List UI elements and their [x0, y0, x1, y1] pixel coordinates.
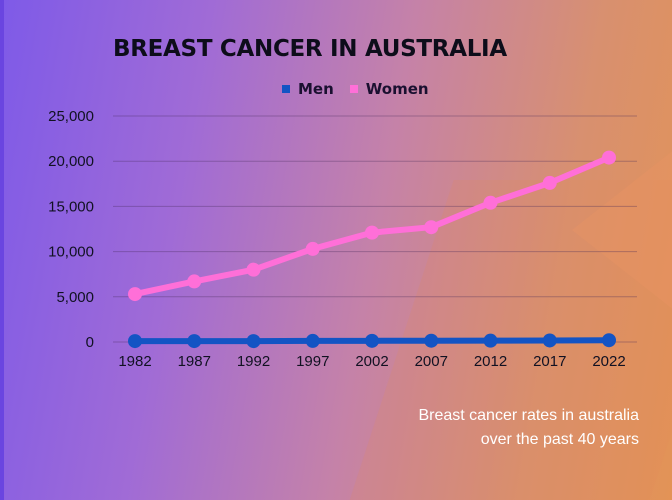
x-tick-label: 2022 [592, 353, 625, 370]
chart-legend: Men Women [282, 80, 429, 98]
x-tick-label: 1982 [118, 353, 151, 370]
legend-label-men: Men [298, 80, 334, 98]
y-tick-label: 5,000 [56, 289, 94, 306]
x-tick-label: 2012 [474, 353, 507, 370]
left-border [0, 0, 4, 500]
chart-caption: Breast cancer rates in australia over th… [418, 404, 639, 452]
data-point-men [424, 333, 439, 348]
x-tick-label: 1987 [178, 353, 211, 370]
x-tick-label: 1992 [237, 353, 270, 370]
caption-line-1: Breast cancer rates in australia [418, 407, 639, 424]
x-tick-label: 2017 [533, 353, 566, 370]
legend-label-women: Women [365, 80, 429, 98]
data-point-men [542, 333, 557, 348]
y-tick-label: 20,000 [48, 153, 94, 170]
data-point-women [602, 150, 616, 165]
legend-swatch-men [282, 85, 290, 93]
legend-item-women: Women [349, 80, 429, 98]
chart-title: BREAST CANCER IN AUSTRALIA [113, 36, 507, 62]
data-point-men [305, 333, 320, 348]
data-point-men [246, 334, 261, 349]
data-point-men [483, 333, 498, 348]
data-point-women [246, 262, 261, 277]
y-tick-label: 15,000 [48, 198, 94, 215]
x-tick-label: 2002 [355, 353, 388, 370]
x-tick-label: 2007 [415, 353, 448, 370]
legend-swatch-women [349, 85, 358, 93]
background-facet [572, 120, 672, 340]
data-point-women [128, 287, 142, 302]
y-tick-label: 25,000 [48, 108, 94, 125]
data-point-women [424, 220, 439, 235]
data-point-women [187, 274, 202, 289]
legend-item-men: Men [282, 80, 334, 98]
y-tick-label: 10,000 [48, 244, 94, 261]
y-tick-label: 0 [86, 334, 94, 351]
x-tick-label: 1997 [296, 353, 329, 370]
data-point-men [128, 334, 142, 349]
caption-line-2: over the past 40 years [480, 431, 639, 448]
data-point-women [305, 241, 320, 256]
data-point-men [602, 333, 616, 348]
data-point-men [365, 333, 379, 348]
data-point-men [187, 334, 202, 349]
data-point-women [542, 175, 557, 190]
data-point-women [365, 225, 379, 240]
data-point-women [483, 195, 498, 210]
